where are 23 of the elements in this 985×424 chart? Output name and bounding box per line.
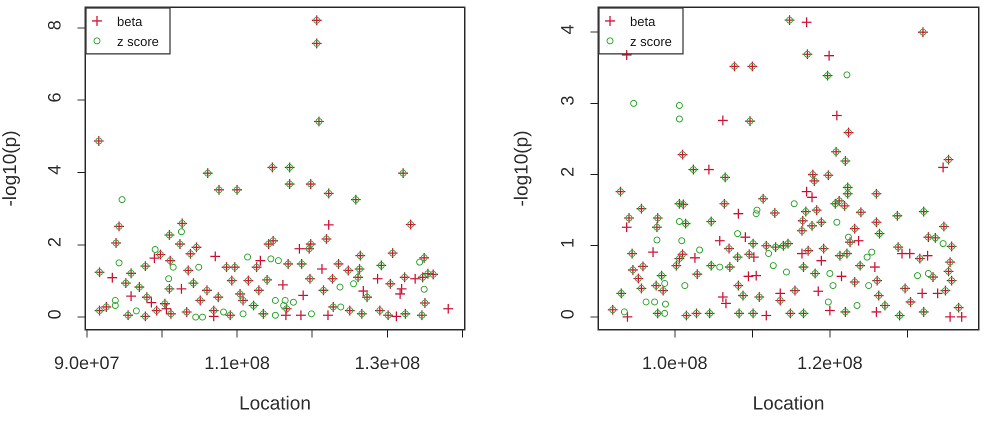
x-tick-label: 1.0e+08: [642, 352, 708, 373]
y-tick-label: 0: [558, 309, 578, 320]
y-tick-label: 4: [558, 24, 578, 35]
y-tick-label: 2: [44, 237, 64, 248]
x-tick-label: 9.0e+07: [54, 352, 120, 373]
x-axis-title: Location: [239, 394, 311, 415]
x-tick-label: 1.1e+08: [204, 352, 270, 373]
y-tick-label: 8: [44, 20, 64, 30]
legend-label: z score: [630, 34, 672, 49]
legend-label: beta: [630, 14, 656, 30]
y-axis-title: -log10(p): [512, 130, 532, 207]
y-axis-title: -log10(p): [0, 130, 21, 207]
y-tick-label: 1: [558, 238, 578, 248]
legend-label: beta: [117, 14, 144, 30]
x-tick-label: 1.3e+08: [354, 352, 420, 373]
y-tick-label: 3: [558, 96, 578, 106]
y-tick-label: 4: [44, 164, 64, 175]
legend-label: z score: [117, 34, 159, 49]
y-tick-label: 2: [558, 166, 578, 177]
y-tick-label: 0: [44, 309, 64, 320]
x-tick-label: 1.2e+08: [797, 352, 863, 373]
x-axis-title: Location: [752, 394, 824, 415]
y-tick-label: 6: [44, 92, 64, 102]
